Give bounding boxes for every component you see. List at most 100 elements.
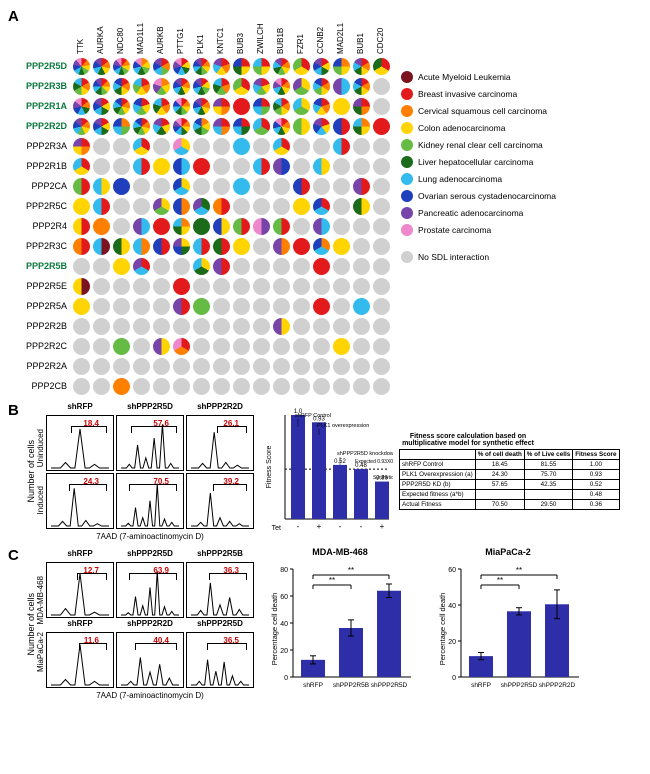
pie-icon [233, 278, 250, 295]
legend-swatch [401, 190, 413, 202]
pie-icon [213, 278, 230, 295]
legend-item: Lung adenocarcinoma [401, 170, 556, 187]
table-row: Actual Fitness70.5029.500.36 [400, 500, 620, 510]
pie-icon [213, 198, 230, 215]
heatmap-cell [291, 236, 311, 256]
pie-icon [273, 258, 290, 275]
svg-text:Percentage cell death: Percentage cell death [438, 593, 447, 666]
heatmap-cell [231, 196, 251, 216]
heatmap-cell [311, 196, 331, 216]
pie-icon [353, 118, 370, 135]
col-label: MAD1L1 [136, 34, 145, 54]
heatmap-cell [271, 136, 291, 156]
pie-icon [293, 278, 310, 295]
flow-xlabel: 7AAD (7-aminoactinomycin D) [45, 689, 255, 700]
pie-icon [93, 238, 110, 255]
pie-icon [213, 338, 230, 355]
legend-swatch [401, 224, 413, 236]
heatmap-cell [311, 316, 331, 336]
flow-col-title: shRFP [45, 549, 115, 561]
flow-percent: 18.4 [83, 419, 99, 428]
pie-icon [73, 98, 90, 115]
heatmap-cell [71, 156, 91, 176]
heatmap-cell [371, 276, 391, 296]
heatmap-cell [131, 356, 151, 376]
flow-col-title: shPPP2R5D [115, 549, 185, 561]
heatmap-cell [71, 316, 91, 336]
heatmap-cell [271, 216, 291, 236]
table-row: PPP2R5D KD (b)57.6542.350.52 [400, 480, 620, 490]
pie-icon [253, 318, 270, 335]
pie-icon [153, 278, 170, 295]
svg-text:0: 0 [284, 675, 288, 682]
pie-icon [173, 258, 190, 275]
heatmap-cell [111, 196, 131, 216]
heatmap-cell [211, 136, 231, 156]
row-label: PPP2R5A [26, 296, 71, 316]
svg-text:20: 20 [280, 648, 288, 655]
pie-icon [113, 238, 130, 255]
heatmap-cell [91, 56, 111, 76]
heatmap-cell [291, 356, 311, 376]
svg-text:shRFP Control: shRFP Control [295, 413, 331, 419]
pie-icon [133, 378, 150, 395]
heatmap-cell [191, 96, 211, 116]
heatmap-cell [171, 176, 191, 196]
pie-icon [93, 98, 110, 115]
legend-label: Colon adenocarcinoma [418, 123, 505, 133]
heatmap-cell [331, 176, 351, 196]
svg-text:shPPP2R5D: shPPP2R5D [371, 682, 408, 689]
flow-col-title: shPPP2R2D [115, 619, 185, 631]
svg-text:Fitness Score: Fitness Score [266, 445, 273, 488]
heatmap-cell [151, 236, 171, 256]
heatmap-cell [291, 96, 311, 116]
pie-icon [373, 318, 390, 335]
heatmap-cell [371, 236, 391, 256]
heatmap-cell [371, 356, 391, 376]
pie-icon [213, 118, 230, 135]
heatmap-cell [251, 176, 271, 196]
panel-b-label: B [8, 402, 19, 419]
flow-percent: 26.1 [223, 419, 239, 428]
pie-icon [213, 298, 230, 315]
legend-item: Colon adenocarcinoma [401, 119, 556, 136]
heatmap-cell [251, 316, 271, 336]
heatmap-cell [151, 356, 171, 376]
pie-icon [313, 78, 330, 95]
pie-icon [113, 98, 130, 115]
table-cell: 81.55 [524, 460, 572, 470]
flow-histogram: 18.4 [46, 415, 114, 471]
svg-text:Synthetic lethal/sick: Synthetic lethal/sick [373, 475, 393, 481]
pie-icon [193, 178, 210, 195]
pie-icon [153, 98, 170, 115]
heatmap-cell [251, 356, 271, 376]
pie-icon [193, 358, 210, 375]
pie-icon [233, 58, 250, 75]
pie-icon [293, 318, 310, 335]
heatmap-cell [131, 256, 151, 276]
pie-icon [213, 58, 230, 75]
heatmap-cell [131, 136, 151, 156]
table-cell [524, 490, 572, 500]
legend-swatch [401, 71, 413, 83]
pie-icon [153, 238, 170, 255]
pie-icon [113, 158, 130, 175]
heatmap-cell [331, 156, 351, 176]
pie-icon [253, 138, 270, 155]
pie-icon [293, 198, 310, 215]
heatmap-cell [91, 376, 111, 396]
pie-icon [353, 338, 370, 355]
col-label: BUB1B [276, 34, 285, 54]
pie-icon [253, 338, 270, 355]
pie-icon [333, 338, 350, 355]
col-label: BUB3 [236, 34, 245, 54]
pie-icon [113, 338, 130, 355]
heatmap-cell [171, 256, 191, 276]
heatmap-cell [311, 76, 331, 96]
flow-histogram: 24.3 [46, 473, 114, 529]
pie-icon [373, 358, 390, 375]
heatmap-cell [251, 96, 271, 116]
row-label: PPP2R3A [26, 136, 71, 156]
heatmap-cell [171, 136, 191, 156]
pie-icon [133, 118, 150, 135]
